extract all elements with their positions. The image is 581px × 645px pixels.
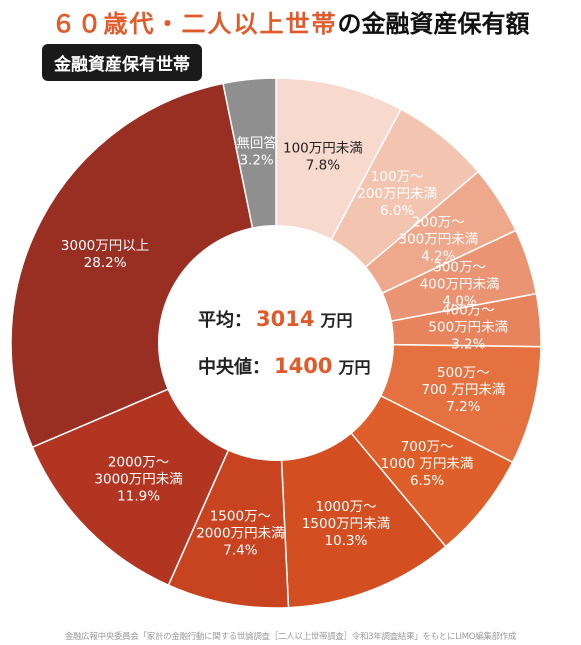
slice-label-1: 100万円未満 7.8% [283,140,363,173]
average-unit: 万円 [319,311,352,330]
median-value: 1400 [274,354,332,378]
slice-label-12: 無回答 3.2% [236,135,277,169]
slice-label-6: 500万～ 700 万円未満 7.2% [421,365,505,415]
slice-label-8: 1000万～ 1500万円未満 10.3% [302,499,390,549]
slice-label-2: 100万～ 200万円未満 6.0% [357,169,437,219]
average-value: 3014 [256,307,314,331]
slice-label-5: 400万～ 500万円未満 3.2% [428,302,508,352]
slice-label-4: 300万～ 400万円未満 4.0% [420,260,500,310]
chart-title-highlight: ６０歳代・二人以上世帯 [51,10,338,38]
average-label: 平均： 3014 万円 [198,307,352,331]
slice-label-7: 700万～ 1000 万円未満 6.5% [381,439,474,489]
chart-title-rest: の金融資産保有額 [337,10,530,38]
median-label: 中央値： 1400 万円 [198,354,370,378]
source-note: 金融広報中央委員会「家計の金融行動に関する世論調査［二人以上世帯調査］令和3年調… [64,632,517,642]
slice-label-3: 200万～ 300万円未満 4.2% [399,215,479,265]
median-unit: 万円 [337,358,370,377]
chart-title: ６０歳代・二人以上世帯の金融資産保有額 [0,4,581,39]
slice-label-11: 3000万円以上 28.2% [61,238,149,271]
center-summary: 平均： 3014 万円 中央値： 1400 万円 [198,307,370,378]
labels-group: 100万円未満 7.8%100万～ 200万円未満 6.0%200万～ 300万円未満 4… [61,135,508,559]
slice-label-10: 2000万～ 3000万円未満 11.9% [94,455,182,505]
subtitle-tag: 金融資産保有世帯 [42,44,202,81]
slice-label-9: 1500万～ 2000万円未満 7.4% [196,509,284,559]
donut-hole [158,225,394,461]
